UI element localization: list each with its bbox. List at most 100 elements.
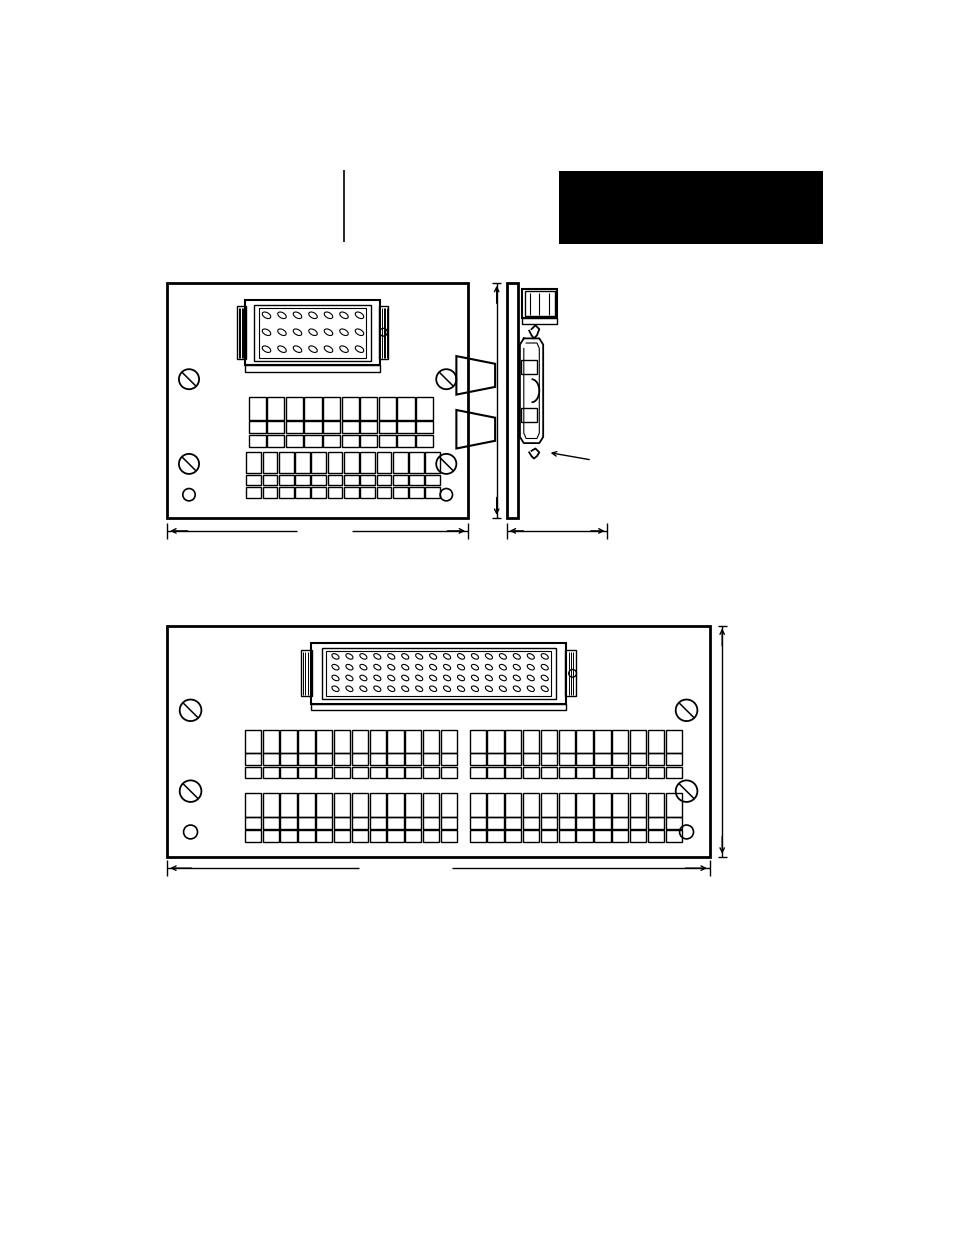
Bar [262, 452, 277, 473]
Bar [505, 830, 521, 842]
Bar [440, 793, 456, 816]
Bar [612, 830, 628, 842]
Bar [469, 818, 485, 829]
Bar [558, 793, 575, 816]
Bar [387, 767, 403, 778]
Bar [576, 767, 592, 778]
Bar [245, 818, 261, 829]
Bar [422, 767, 439, 778]
Bar [506, 283, 517, 517]
Bar [387, 830, 403, 842]
Bar [594, 830, 610, 842]
Bar [323, 435, 340, 447]
Bar [334, 793, 350, 816]
Bar [522, 793, 538, 816]
Bar [294, 487, 310, 498]
Bar [286, 396, 303, 420]
Bar [315, 753, 332, 764]
Bar [326, 651, 550, 695]
Bar [397, 421, 415, 433]
Bar [540, 767, 557, 778]
Bar [286, 421, 303, 433]
Bar [352, 818, 368, 829]
Bar [280, 818, 296, 829]
Bar [253, 305, 371, 361]
Bar [409, 474, 423, 485]
Bar [647, 767, 663, 778]
Bar [594, 730, 610, 752]
Bar [376, 487, 391, 498]
Bar [301, 651, 312, 697]
Bar [267, 421, 284, 433]
Bar [236, 306, 246, 359]
Bar [522, 753, 538, 764]
Bar [262, 793, 278, 816]
Bar [280, 767, 296, 778]
Bar [167, 283, 468, 517]
Bar [246, 452, 261, 473]
Bar [440, 767, 456, 778]
Bar [612, 730, 628, 752]
Bar [344, 474, 358, 485]
Bar [387, 793, 403, 816]
Bar [328, 452, 342, 473]
Bar [369, 730, 385, 752]
Bar [315, 767, 332, 778]
Bar [409, 452, 423, 473]
Bar [576, 793, 592, 816]
Bar [647, 730, 663, 752]
Bar [278, 452, 294, 473]
Bar [167, 626, 709, 857]
Bar [405, 730, 421, 752]
Bar [294, 474, 310, 485]
Bar [522, 818, 538, 829]
Bar [315, 793, 332, 816]
Bar [280, 730, 296, 752]
Bar [352, 730, 368, 752]
Bar [469, 767, 485, 778]
Bar [315, 818, 332, 829]
Bar [422, 753, 439, 764]
Bar [665, 767, 681, 778]
Bar [422, 818, 439, 829]
Bar [405, 753, 421, 764]
Bar [334, 730, 350, 752]
Bar [487, 818, 503, 829]
Bar [262, 730, 278, 752]
Bar [376, 452, 391, 473]
Bar [378, 396, 395, 420]
Bar [304, 435, 321, 447]
Bar [334, 818, 350, 829]
Bar [505, 818, 521, 829]
Bar [558, 753, 575, 764]
Bar [521, 289, 557, 319]
Bar [558, 172, 822, 245]
Bar [334, 830, 350, 842]
Bar [440, 730, 456, 752]
Bar [393, 474, 407, 485]
Bar [360, 396, 377, 420]
Bar [280, 753, 296, 764]
Bar [258, 308, 366, 358]
Bar [278, 487, 294, 498]
Bar [558, 818, 575, 829]
Bar [521, 408, 537, 421]
Bar [249, 396, 266, 420]
Bar [262, 753, 278, 764]
Bar [267, 396, 284, 420]
Bar [249, 435, 266, 447]
Bar [629, 818, 645, 829]
Bar [304, 396, 321, 420]
Bar [360, 421, 377, 433]
Bar [352, 767, 368, 778]
Bar [425, 487, 439, 498]
Bar [487, 767, 503, 778]
Bar [612, 767, 628, 778]
Bar [249, 421, 266, 433]
Bar [594, 818, 610, 829]
Bar [245, 767, 261, 778]
Bar [311, 642, 566, 704]
Bar [376, 474, 391, 485]
Bar [505, 767, 521, 778]
Bar [558, 767, 575, 778]
